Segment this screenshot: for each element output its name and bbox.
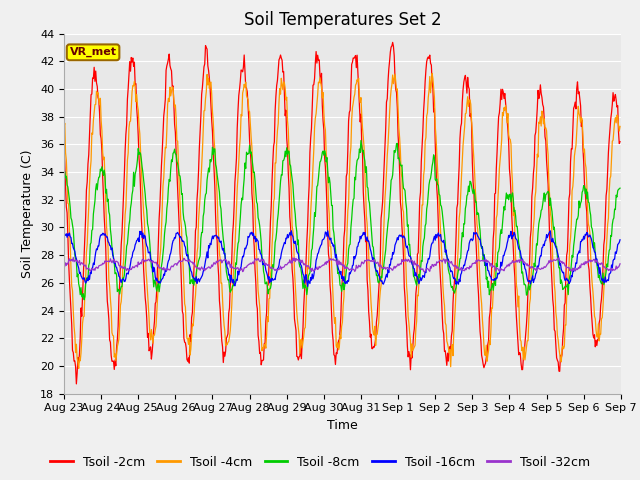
Tsoil -8cm xyxy=(80,297,88,302)
Tsoil -16cm xyxy=(287,228,295,234)
Tsoil -8cm xyxy=(357,138,365,144)
Tsoil -16cm xyxy=(616,237,624,243)
Tsoil -4cm xyxy=(428,71,436,76)
Tsoil -2cm xyxy=(60,145,68,151)
Tsoil -32cm xyxy=(128,265,136,271)
Line: Tsoil -2cm: Tsoil -2cm xyxy=(64,42,620,384)
Tsoil -16cm xyxy=(304,284,312,289)
Tsoil -32cm xyxy=(69,254,77,260)
Title: Soil Temperatures Set 2: Soil Temperatures Set 2 xyxy=(244,11,441,29)
Tsoil -4cm xyxy=(185,341,193,347)
Tsoil -32cm xyxy=(214,258,221,264)
Tsoil -8cm xyxy=(214,178,221,183)
Tsoil -4cm xyxy=(616,123,624,129)
Tsoil -4cm xyxy=(410,344,418,349)
Tsoil -16cm xyxy=(428,242,435,248)
Line: Tsoil -16cm: Tsoil -16cm xyxy=(64,231,620,287)
Tsoil -2cm xyxy=(185,355,193,361)
Legend: Tsoil -2cm, Tsoil -4cm, Tsoil -8cm, Tsoil -16cm, Tsoil -32cm: Tsoil -2cm, Tsoil -4cm, Tsoil -8cm, Tsoi… xyxy=(45,451,595,474)
Tsoil -32cm xyxy=(420,269,428,275)
Tsoil -4cm xyxy=(427,90,435,96)
Tsoil -4cm xyxy=(75,366,83,372)
Tsoil -4cm xyxy=(128,89,136,95)
Tsoil -2cm xyxy=(214,261,221,266)
Tsoil -8cm xyxy=(60,169,68,175)
Tsoil -8cm xyxy=(412,277,419,283)
Y-axis label: Soil Temperature (C): Soil Temperature (C) xyxy=(22,149,35,278)
Tsoil -16cm xyxy=(184,252,191,258)
Tsoil -2cm xyxy=(70,358,78,364)
Tsoil -4cm xyxy=(70,324,78,329)
Tsoil -8cm xyxy=(185,255,193,261)
Tsoil -2cm xyxy=(128,59,136,65)
Tsoil -2cm xyxy=(616,139,624,144)
Tsoil -16cm xyxy=(127,256,135,262)
Line: Tsoil -32cm: Tsoil -32cm xyxy=(64,257,620,272)
X-axis label: Time: Time xyxy=(327,419,358,432)
Tsoil -2cm xyxy=(412,311,419,317)
Line: Tsoil -8cm: Tsoil -8cm xyxy=(64,141,620,300)
Tsoil -8cm xyxy=(428,170,435,176)
Tsoil -4cm xyxy=(214,216,221,222)
Tsoil -16cm xyxy=(70,247,78,252)
Tsoil -32cm xyxy=(71,258,79,264)
Tsoil -8cm xyxy=(616,185,624,191)
Tsoil -32cm xyxy=(428,265,435,271)
Tsoil -16cm xyxy=(213,233,221,239)
Line: Tsoil -4cm: Tsoil -4cm xyxy=(64,73,620,369)
Tsoil -2cm xyxy=(72,381,80,387)
Tsoil -8cm xyxy=(70,240,78,246)
Tsoil -2cm xyxy=(428,62,435,68)
Tsoil -16cm xyxy=(412,273,419,279)
Tsoil -2cm xyxy=(389,39,397,45)
Tsoil -32cm xyxy=(60,264,68,269)
Text: VR_met: VR_met xyxy=(70,47,116,58)
Tsoil -32cm xyxy=(185,259,193,264)
Tsoil -4cm xyxy=(60,124,68,130)
Tsoil -32cm xyxy=(616,261,624,267)
Tsoil -32cm xyxy=(410,258,418,264)
Tsoil -16cm xyxy=(60,234,68,240)
Tsoil -8cm xyxy=(128,192,136,197)
